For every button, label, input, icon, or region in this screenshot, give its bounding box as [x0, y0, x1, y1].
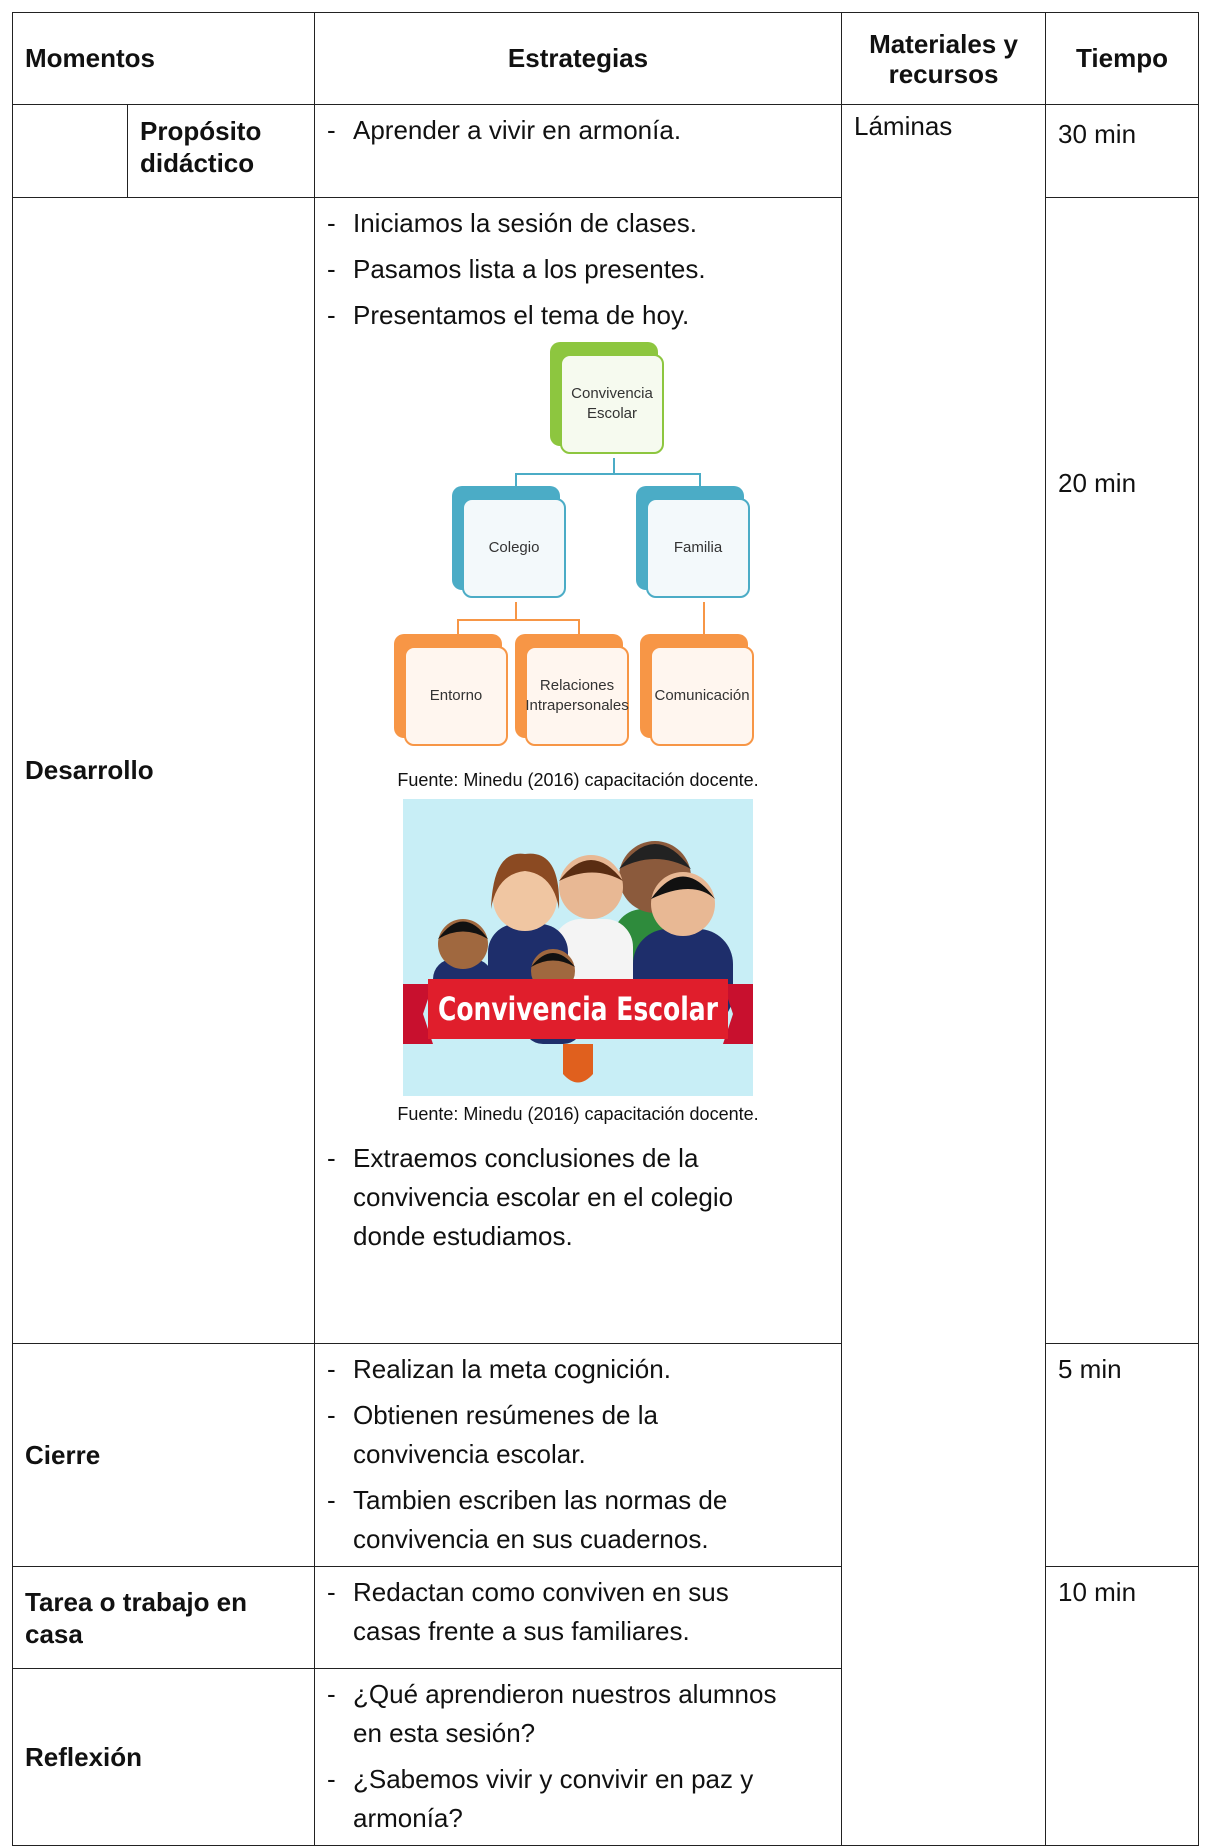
row: Propósito didáctico Aprender a vivir en … [12, 104, 1199, 1846]
time-cell: 20 min [1045, 197, 1199, 1344]
strategy-list: Realizan la meta cognición. Obtienen resú… [315, 1344, 841, 1559]
illustration: Convivencia Escolar [403, 799, 753, 1096]
diagram-node: Convivencia Escolar [560, 354, 664, 454]
strategy-item: Tambien escriben las normas de convivenc… [327, 1481, 781, 1559]
moment-cell: Tarea o trabajo en casa [12, 1566, 315, 1669]
strategy-cell: Realizan la meta cognición. Obtienen resú… [314, 1343, 842, 1567]
strategy-item: ¿Qué aprendieron nuestros alumnos en est… [327, 1675, 801, 1753]
time-cell: 30 min [1045, 104, 1199, 198]
concept-diagram: Convivencia Escolar Colegio Familia Ento… [388, 342, 768, 762]
moment-cell: Propósito didáctico [127, 104, 315, 198]
row: Reflexión ¿Qué aprendieron nuestros alum… [12, 1668, 1199, 1846]
strategy-item: Iniciamos la sesión de clases. [327, 204, 811, 243]
strategy-item: ¿Sabemos vivir y convivir en paz y armon… [327, 1760, 801, 1838]
row: Desarrollo Iniciamos la sesión de clases… [12, 197, 1199, 1344]
strategy-list: Aprender a vivir en armonía. [315, 105, 841, 150]
strategy-item: Extraemos conclusiones de la convivencia… [327, 1139, 781, 1256]
caption: Fuente: Minedu (2016) capacitación docen… [397, 1104, 759, 1124]
strategy-cell: Redactan como conviven en sus casas fren… [314, 1566, 842, 1669]
time-cell: 10 min [1045, 1566, 1199, 1846]
strategy-list: Redactan como conviven en sus casas fren… [315, 1567, 841, 1651]
row: Cierre Realizan la meta cognición. Obtien… [12, 1343, 1199, 1567]
strategy-item: Aprender a vivir en armonía. [327, 111, 811, 150]
diagram-node: Familia [646, 498, 750, 598]
moment-cell: Cierre [12, 1343, 315, 1567]
materials-cell: Láminas [841, 104, 1046, 1846]
strategy-item: Presentamos el tema de hoy. [327, 296, 811, 335]
moment-cell: Reflexión [12, 1668, 315, 1846]
strategy-cell: Iniciamos la sesión de clases. Pasamos li… [314, 197, 842, 1344]
session-table: Momentos Estrategias Materiales y recurs… [12, 12, 1199, 1846]
strategy-list: Iniciamos la sesión de clases. Pasamos li… [315, 198, 841, 335]
row: Tarea o trabajo en casa Redactan como co… [12, 1566, 1199, 1846]
strategy-list: Extraemos conclusiones de la convivencia… [315, 1133, 841, 1256]
diagram-node: Relaciones Intrapersonales [525, 646, 629, 746]
strategy-item: Realizan la meta cognición. [327, 1350, 781, 1389]
strategy-item: Obtienen resúmenes de la convivencia esc… [327, 1396, 781, 1474]
diagram-node: Colegio [462, 498, 566, 598]
diagram-node: Entorno [404, 646, 508, 746]
header-cell: Materiales y recursos [841, 12, 1046, 105]
banner-text: Convivencia Escolar [438, 990, 719, 1028]
time-cell: 5 min [1045, 1343, 1199, 1567]
moment-cell: Desarrollo [12, 197, 315, 1344]
diagram-node: Comunicación [650, 646, 754, 746]
header-row: Momentos Estrategias Materiales y recurs… [12, 12, 1199, 105]
strategy-cell: ¿Qué aprendieron nuestros alumnos en est… [314, 1668, 842, 1846]
strategy-list: ¿Qué aprendieron nuestros alumnos en est… [315, 1669, 841, 1838]
header-cell: Estrategias [314, 12, 842, 105]
strategy-item: Redactan como conviven en sus casas fren… [327, 1573, 781, 1651]
strategy-cell: Aprender a vivir en armonía. [314, 104, 842, 198]
header-cell: Tiempo [1045, 12, 1199, 105]
empty-cell [12, 104, 128, 198]
caption: Fuente: Minedu (2016) capacitación docen… [397, 770, 759, 790]
strategy-item: Pasamos lista a los presentes. [327, 250, 811, 289]
header-cell: Momentos [12, 12, 315, 105]
